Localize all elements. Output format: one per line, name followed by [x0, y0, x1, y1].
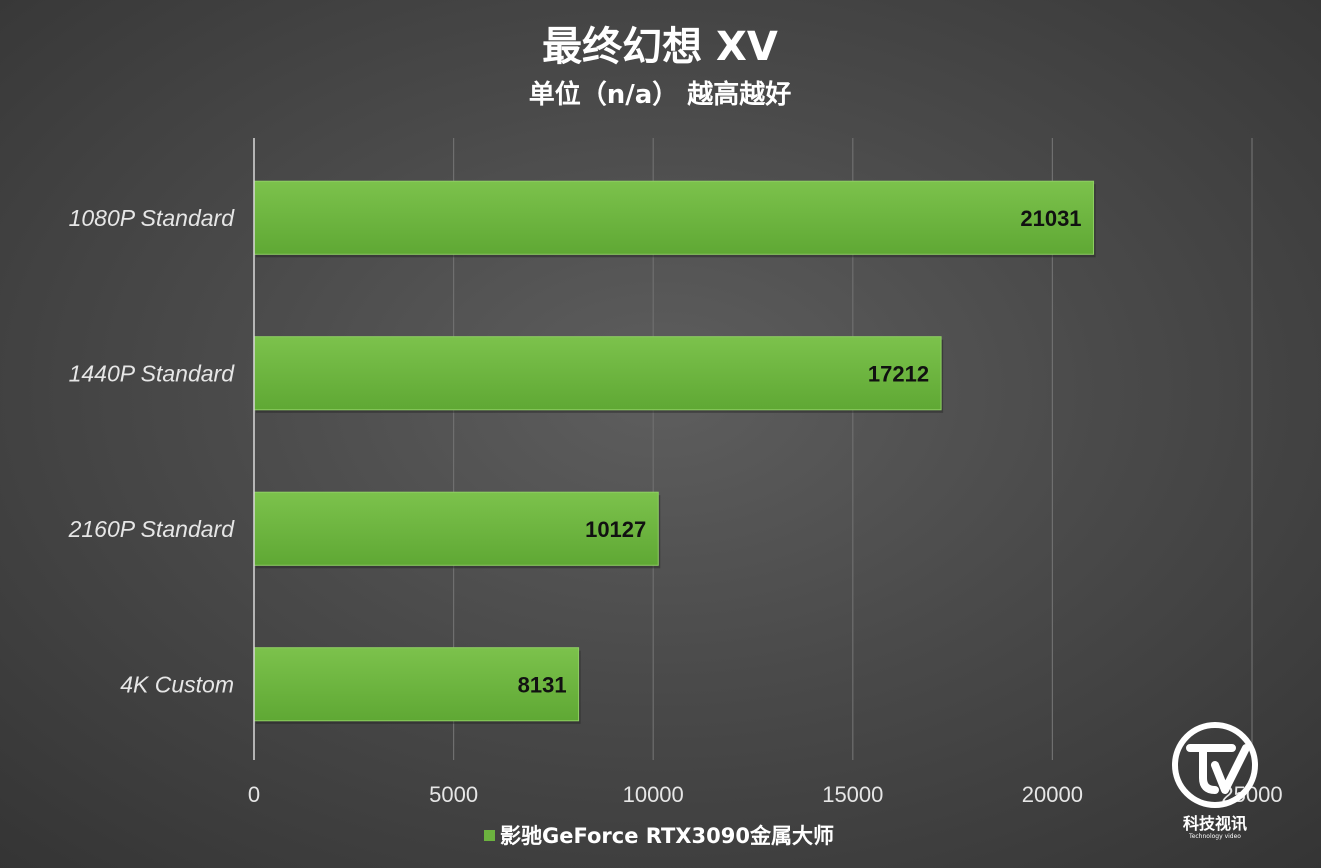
category-label: 2160P Standard	[68, 516, 236, 542]
x-tick-label: 10000	[623, 782, 684, 807]
x-tick-label: 0	[248, 782, 260, 807]
data-label: 17212	[868, 361, 929, 386]
bar	[253, 180, 1095, 255]
data-label: 8131	[518, 672, 567, 697]
logo-tv-mark-icon	[1186, 744, 1250, 794]
bar	[253, 491, 659, 566]
data-label: 21031	[1020, 206, 1081, 231]
logo-text: 科技视讯	[1183, 814, 1247, 833]
logo-subtext: Technology video	[1188, 833, 1241, 840]
bar	[253, 336, 942, 411]
chart-subtitle: 单位（n/a） 越高越好	[529, 79, 792, 110]
legend-label: 影驰GeForce RTX3090金属大师	[500, 824, 834, 848]
category-label: 1440P Standard	[69, 360, 236, 386]
category-label: 1080P Standard	[69, 205, 236, 231]
bars: 21031 17212 10127 8131	[253, 180, 1096, 724]
legend: 影驰GeForce RTX3090金属大师	[484, 824, 834, 848]
category-labels: 1080P Standard 1440P Standard 2160P Standa…	[68, 205, 236, 698]
watermark-logo: 科技视讯 Technology video	[1172, 722, 1258, 840]
x-tick-labels: 0 5000 10000 15000 20000 25000	[248, 782, 1283, 807]
x-tick-label: 15000	[822, 782, 883, 807]
x-tick-label: 20000	[1022, 782, 1083, 807]
legend-swatch	[484, 830, 495, 841]
logo-circle-icon	[1172, 722, 1258, 808]
x-tick-label: 5000	[429, 782, 478, 807]
chart-title: 最终幻想 XV	[542, 24, 778, 70]
data-label: 10127	[585, 517, 646, 542]
category-label: 4K Custom	[120, 671, 234, 697]
